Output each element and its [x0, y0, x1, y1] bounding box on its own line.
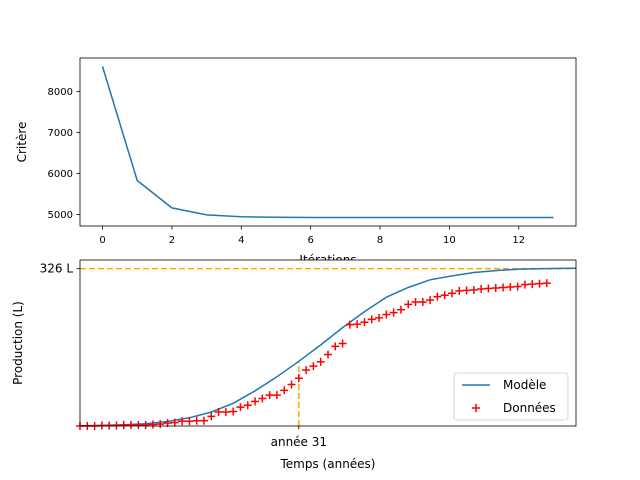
legend-plus-marker — [472, 404, 480, 412]
data-point-marker — [367, 315, 376, 324]
data-point-marker — [418, 297, 427, 306]
data-point-marker — [520, 280, 529, 289]
data-point-marker — [207, 412, 216, 421]
data-point-marker — [185, 417, 194, 426]
top-y-ticks: 5000 6000 7000 8000 — [48, 87, 80, 221]
data-point-marker — [411, 297, 420, 306]
data-point-marker — [302, 366, 311, 375]
data-point-marker — [148, 420, 157, 429]
data-point-marker — [338, 339, 347, 348]
data-point-marker — [542, 279, 551, 288]
data-point-marker — [484, 284, 493, 293]
data-point-marker — [426, 296, 435, 305]
data-point-marker — [477, 284, 486, 293]
data-point-marker — [353, 320, 362, 329]
data-point-marker — [382, 310, 391, 319]
data-point-marker — [251, 397, 260, 406]
criterion-line — [101, 66, 554, 219]
data-point-marker — [316, 357, 325, 366]
data-point-marker — [192, 416, 201, 425]
data-point-marker — [170, 418, 179, 427]
data-point-marker — [375, 313, 384, 322]
top-y-axis-label: Critère — [15, 122, 29, 163]
data-point-marker — [236, 403, 245, 412]
data-point-marker — [214, 408, 223, 417]
bottom-y-axis-label: Production (L) — [11, 301, 25, 385]
bottom-y-ticks: 326 L — [40, 262, 80, 276]
data-point-marker — [258, 394, 267, 403]
data-point-marker — [396, 305, 405, 314]
bottom-panel: année 31 326 L Temps (années) Production… — [11, 259, 577, 471]
data-point-marker — [324, 350, 332, 359]
data-point-marker — [134, 421, 143, 430]
top-y-tick-label: 7000 — [48, 128, 73, 139]
data-point-marker — [105, 421, 114, 430]
data-point-marker — [528, 280, 537, 289]
bottom-markers-layer — [76, 279, 551, 430]
data-point-marker — [287, 380, 296, 389]
top-x-tick-label: 6 — [307, 235, 313, 246]
data-point-marker — [309, 362, 318, 371]
top-x-tick-label: 2 — [169, 235, 175, 246]
model-curve — [79, 267, 577, 427]
data-point-marker — [97, 421, 106, 430]
data-point-marker — [243, 401, 252, 410]
data-point-marker — [119, 421, 128, 430]
data-point-marker — [535, 279, 544, 288]
top-x-tick-label: 4 — [238, 235, 244, 246]
data-point-marker — [404, 300, 413, 309]
legend-data-label: Données — [503, 401, 556, 415]
legend: Modèle Données — [453, 372, 569, 421]
bottom-x-axis-label: Temps (années) — [280, 457, 376, 471]
bottom-y-tick-label: 326 L — [40, 262, 74, 276]
data-point-marker — [440, 291, 449, 300]
data-point-marker — [513, 282, 522, 291]
data-point-marker — [178, 417, 187, 426]
bottom-series-layer — [79, 267, 577, 427]
top-x-tick-label: 12 — [512, 235, 525, 246]
data-point-marker — [469, 285, 478, 294]
data-point-marker — [491, 283, 500, 292]
data-point-marker — [389, 308, 398, 317]
legend-model-label: Modèle — [503, 378, 546, 392]
data-point-marker — [462, 286, 471, 295]
top-y-tick-label: 5000 — [48, 210, 73, 221]
top-axes-frame — [79, 57, 577, 227]
bottom-x-tick-label: année 31 — [271, 435, 327, 449]
data-point-marker — [499, 283, 508, 292]
data-point-marker — [294, 374, 303, 383]
data-point-marker — [506, 283, 515, 292]
top-y-tick-label: 6000 — [48, 169, 73, 180]
legend-data-swatch — [472, 404, 480, 412]
top-y-tick-label: 8000 — [48, 87, 73, 98]
top-x-tick-label: 10 — [443, 235, 456, 246]
data-point-marker — [455, 286, 464, 295]
bottom-x-ticks: année 31 — [271, 426, 327, 449]
top-x-tick-label: 0 — [99, 235, 105, 246]
data-point-marker — [345, 320, 354, 329]
top-x-tick-label: 8 — [377, 235, 383, 246]
top-x-ticks: 0 2 4 6 8 10 12 — [99, 226, 525, 246]
bottom-axes-frame — [79, 259, 577, 427]
data-point-marker — [156, 420, 165, 429]
top-series-layer — [101, 66, 554, 219]
data-point-marker — [112, 421, 121, 430]
data-point-marker — [360, 318, 369, 327]
data-point-marker — [280, 386, 289, 395]
data-point-marker — [272, 391, 281, 400]
data-point-marker — [448, 289, 456, 298]
data-point-marker — [141, 421, 150, 430]
data-point-marker — [229, 407, 238, 416]
bottom-reference-lines — [80, 267, 576, 426]
data-point-marker — [127, 421, 136, 430]
data-point-marker — [433, 292, 442, 301]
data-point-marker — [221, 408, 230, 417]
data-point-marker — [200, 416, 208, 425]
data-point-marker — [331, 342, 340, 351]
data-point-marker — [265, 391, 274, 400]
